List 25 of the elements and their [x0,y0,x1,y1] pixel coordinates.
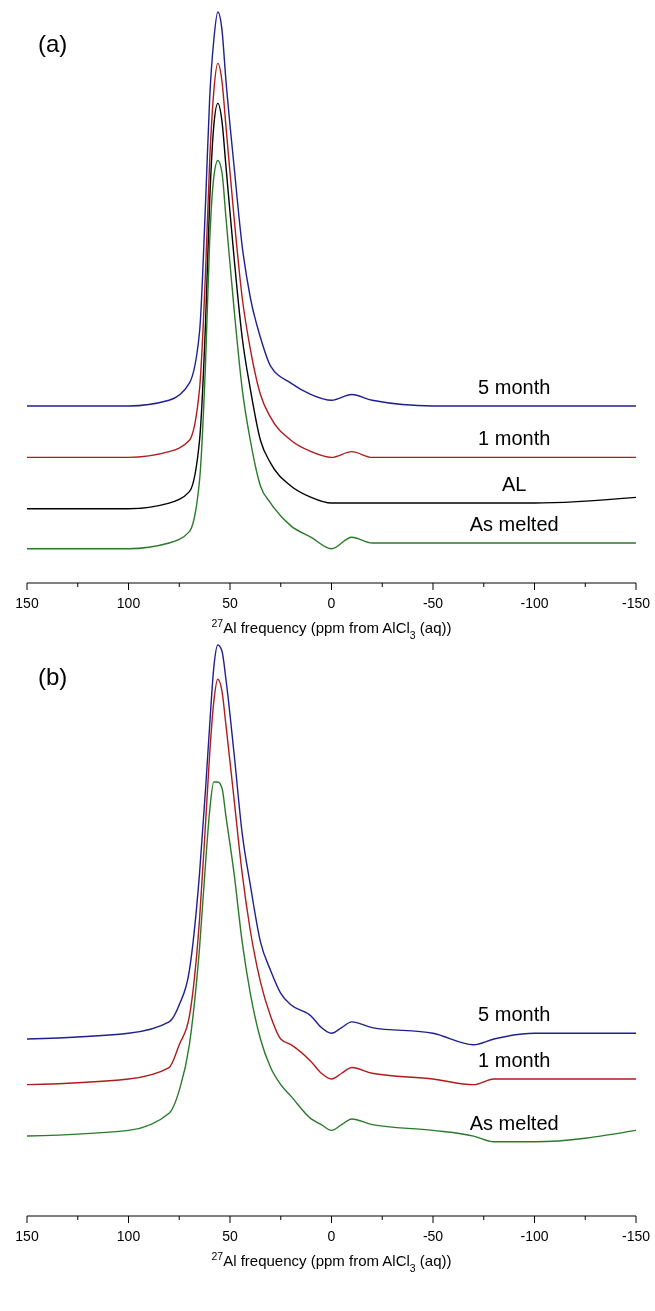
x-tick-label: 50 [222,1228,238,1244]
annotation: (a) [38,30,68,57]
x-tick-label: 150 [15,595,39,611]
x-tick-label: 0 [327,1228,336,1244]
x-axis-title: $^{27}$Al frequency (ppm from AlCl$_{3}$ (aq)) [211,1250,452,1274]
x-tick-label: 100 [116,595,141,611]
annotation: (b) [38,663,68,690]
series-label: As melted [469,1111,559,1134]
x-tick-label: 50 [222,595,238,611]
x-tick-label: -100 [520,1228,549,1244]
x-tick-label: 150 [15,1228,39,1244]
series-label: 1 month [478,427,551,450]
x-tick-label: -150 [621,595,651,611]
x-tick-label: -50 [422,1228,444,1244]
x-tick-label: 0 [327,595,336,611]
series-label: AL [501,473,527,496]
x-tick-label: 100 [116,1228,141,1244]
x-tick-label: -150 [621,1228,651,1244]
x-axis-title: $^{27}$Al frequency (ppm from AlCl$_{3}$ (aq)) [211,617,452,641]
x-tick-label: -100 [520,595,549,611]
series-label: As melted [469,513,559,536]
series-label: 5 month [478,375,551,398]
series-label: 5 month [478,1003,551,1026]
x-tick-label: -50 [422,595,444,611]
series-label: 1 month [478,1048,551,1071]
